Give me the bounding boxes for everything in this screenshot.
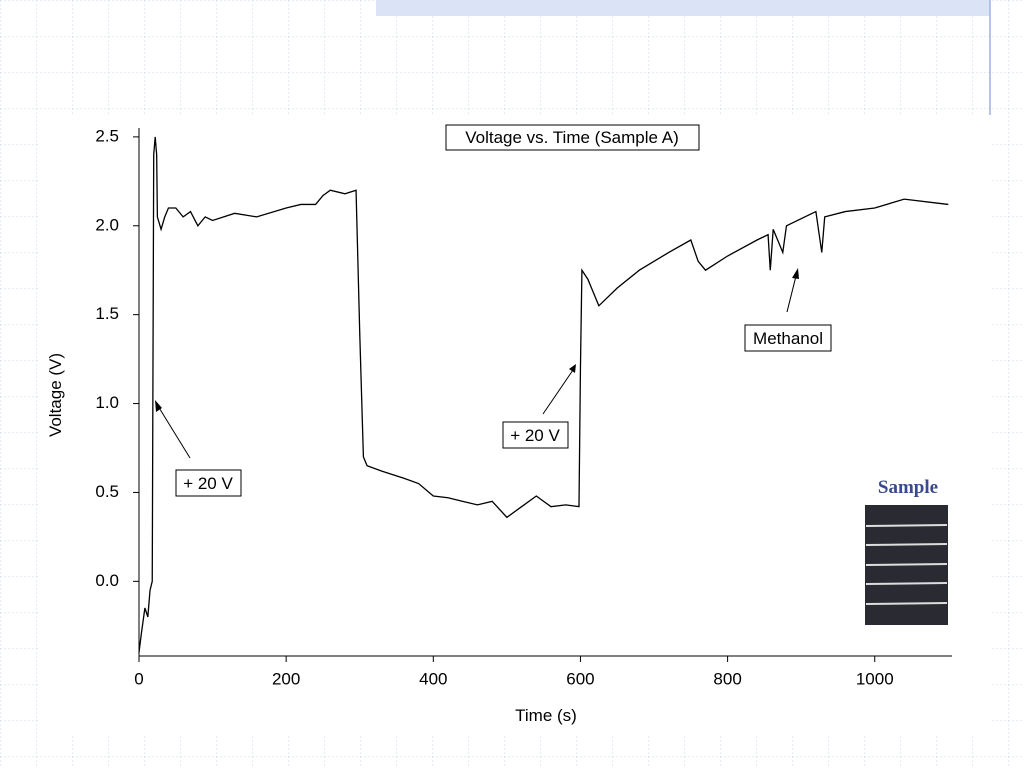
- y-tick-label: 2.0: [95, 215, 119, 234]
- x-axis-label: Time (s): [515, 706, 577, 725]
- y-tick-label: 1.0: [95, 393, 119, 412]
- annotation: Methanol: [753, 329, 823, 348]
- plot: [138, 136, 949, 653]
- arrow: [786, 275, 797, 313]
- annotation: + 20 V: [183, 474, 233, 493]
- arrowhead: [569, 364, 576, 373]
- x-tick-label: 800: [713, 669, 741, 688]
- annotation: + 20 V: [510, 426, 560, 445]
- y-tick-label: 0.0: [95, 571, 119, 590]
- sample-photo: [865, 505, 948, 625]
- x-tick-label: 400: [419, 669, 447, 688]
- photo-label: Sample: [878, 477, 938, 498]
- x-tick-label: 1000: [856, 669, 894, 688]
- arrow: [157, 405, 191, 459]
- title-box: [445, 124, 700, 151]
- y-tick-label: 2.5: [95, 126, 119, 145]
- x-tick-label: 200: [272, 669, 300, 688]
- annotation-box: [175, 469, 242, 497]
- arrowhead: [155, 400, 162, 412]
- data-line: [138, 136, 949, 653]
- y-axis-label: Voltage (V): [46, 353, 65, 437]
- x-tick-label: 600: [566, 669, 594, 688]
- arrowhead: [792, 268, 799, 279]
- chart-title: Voltage vs. Time (Sample A): [465, 128, 679, 147]
- annotation-box: [744, 324, 832, 352]
- annotation-box: [502, 421, 569, 449]
- header-band: [376, 0, 990, 16]
- x-tick-label: 0: [134, 669, 143, 688]
- y-tick-label: 0.5: [95, 482, 119, 501]
- arrow: [542, 369, 574, 415]
- y-tick-label: 1.5: [95, 304, 119, 323]
